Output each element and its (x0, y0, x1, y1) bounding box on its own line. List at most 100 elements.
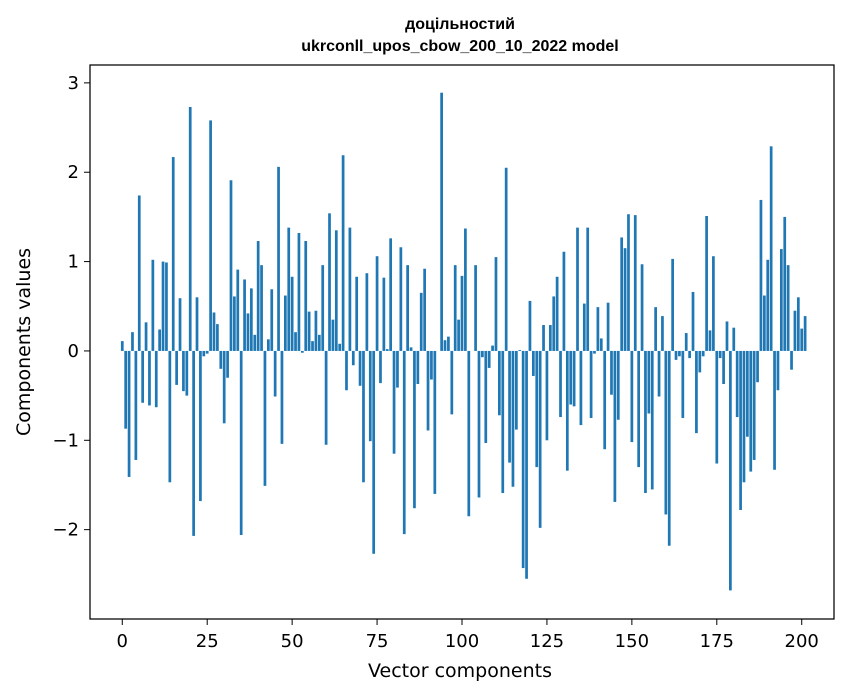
bar (749, 350, 753, 472)
bar (688, 350, 691, 359)
bar (474, 265, 477, 351)
bar (735, 350, 739, 418)
bar (769, 146, 773, 351)
bar (664, 350, 668, 515)
bar (392, 350, 396, 454)
bar (752, 350, 756, 460)
bar (555, 276, 559, 351)
bar (715, 350, 719, 464)
bar (148, 350, 151, 406)
bar (593, 350, 596, 354)
bar (729, 350, 732, 591)
bar (627, 214, 630, 351)
bar (450, 350, 454, 415)
bar (759, 199, 763, 351)
bar (477, 350, 481, 498)
bar (283, 295, 287, 351)
bar (120, 341, 124, 351)
bar (317, 334, 321, 351)
bar (433, 350, 437, 494)
bar (375, 256, 379, 351)
bar (569, 350, 573, 405)
bar (654, 307, 657, 351)
x-tick-label: 75 (366, 631, 389, 652)
bar (681, 350, 685, 418)
bar (372, 350, 376, 554)
bar (185, 350, 189, 396)
bar (732, 327, 736, 351)
bar (725, 321, 729, 351)
x-axis-label: Vector components (368, 660, 552, 682)
bar (202, 350, 206, 357)
bar (212, 312, 216, 351)
bar (205, 350, 209, 354)
x-tick-label: 100 (445, 631, 479, 652)
bar (722, 350, 725, 384)
bar (501, 350, 505, 494)
bar (188, 107, 192, 351)
bar (603, 350, 607, 450)
bar (419, 292, 423, 351)
bar (158, 329, 161, 351)
bar (416, 350, 420, 384)
bar (545, 350, 549, 441)
bar (671, 258, 674, 351)
bar (531, 350, 535, 376)
bar (246, 313, 250, 351)
bar (253, 334, 257, 351)
bar (695, 350, 698, 434)
bar (491, 345, 494, 351)
bar (273, 350, 277, 397)
bar (640, 264, 644, 351)
bar (199, 350, 202, 502)
bar (644, 350, 647, 494)
x-tick-label: 25 (196, 631, 219, 652)
bar (270, 289, 274, 351)
x-tick-label: 50 (281, 631, 304, 652)
bar (280, 350, 284, 444)
bar (739, 350, 742, 510)
bar (307, 311, 311, 351)
bar (467, 350, 471, 517)
bar (314, 310, 318, 351)
bar (620, 237, 624, 351)
bar (351, 350, 355, 366)
bar (538, 350, 542, 528)
x-tick-label: 200 (785, 631, 819, 652)
bar (362, 350, 365, 483)
bar (484, 350, 488, 443)
bar (582, 303, 586, 351)
bar (168, 350, 172, 483)
bar (290, 276, 294, 351)
bar (216, 324, 219, 351)
bars-group (120, 92, 807, 591)
bar (698, 350, 702, 373)
bar (141, 350, 145, 403)
bar (219, 350, 223, 369)
bar (773, 350, 776, 470)
bar (413, 350, 416, 509)
bar (453, 265, 457, 351)
bar (209, 120, 212, 351)
bar (396, 350, 399, 388)
bar (610, 350, 613, 395)
bar (796, 297, 800, 351)
bar (637, 350, 641, 468)
bar (528, 300, 532, 351)
bar (708, 330, 712, 351)
y-axis-label: Components values (13, 248, 35, 436)
y-tick-label: 0 (68, 341, 79, 362)
bar (311, 341, 314, 351)
bar (674, 350, 678, 360)
bar (616, 350, 620, 420)
bar (579, 350, 583, 426)
bar (515, 350, 518, 430)
chart-subtitle: ukrconll_upos_cbow_200_10_2022 model (301, 38, 618, 55)
bar (447, 336, 450, 351)
bar (559, 350, 562, 418)
bar (267, 339, 270, 351)
bar (606, 302, 610, 351)
bar (222, 350, 226, 424)
